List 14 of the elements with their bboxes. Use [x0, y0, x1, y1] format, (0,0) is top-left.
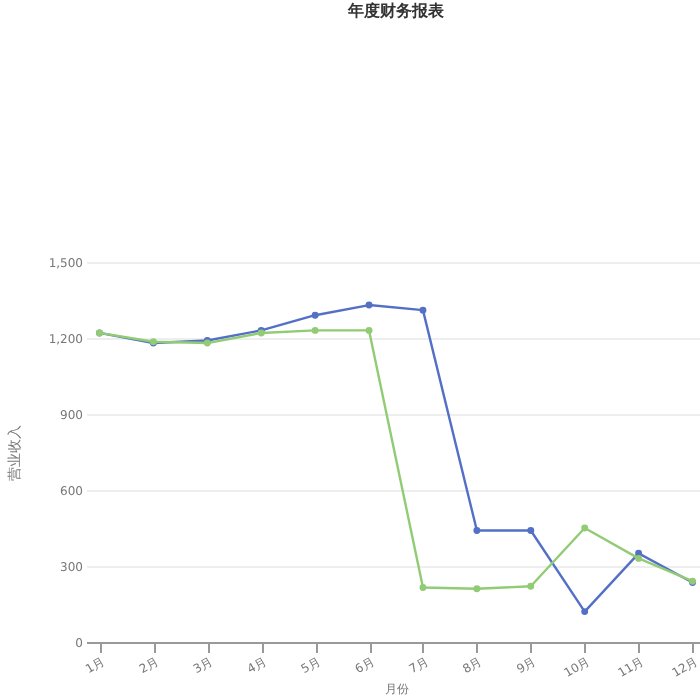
point [473, 585, 481, 593]
point [365, 301, 373, 309]
point [419, 584, 427, 591]
point [635, 554, 643, 562]
point [419, 306, 427, 314]
point [473, 527, 481, 534]
point [581, 524, 589, 532]
point [581, 608, 589, 616]
point [527, 527, 535, 534]
point [365, 326, 373, 334]
chart-title: 年度财务报表 [346, 0, 446, 20]
point [527, 582, 535, 590]
point [311, 311, 319, 319]
point [311, 326, 319, 334]
